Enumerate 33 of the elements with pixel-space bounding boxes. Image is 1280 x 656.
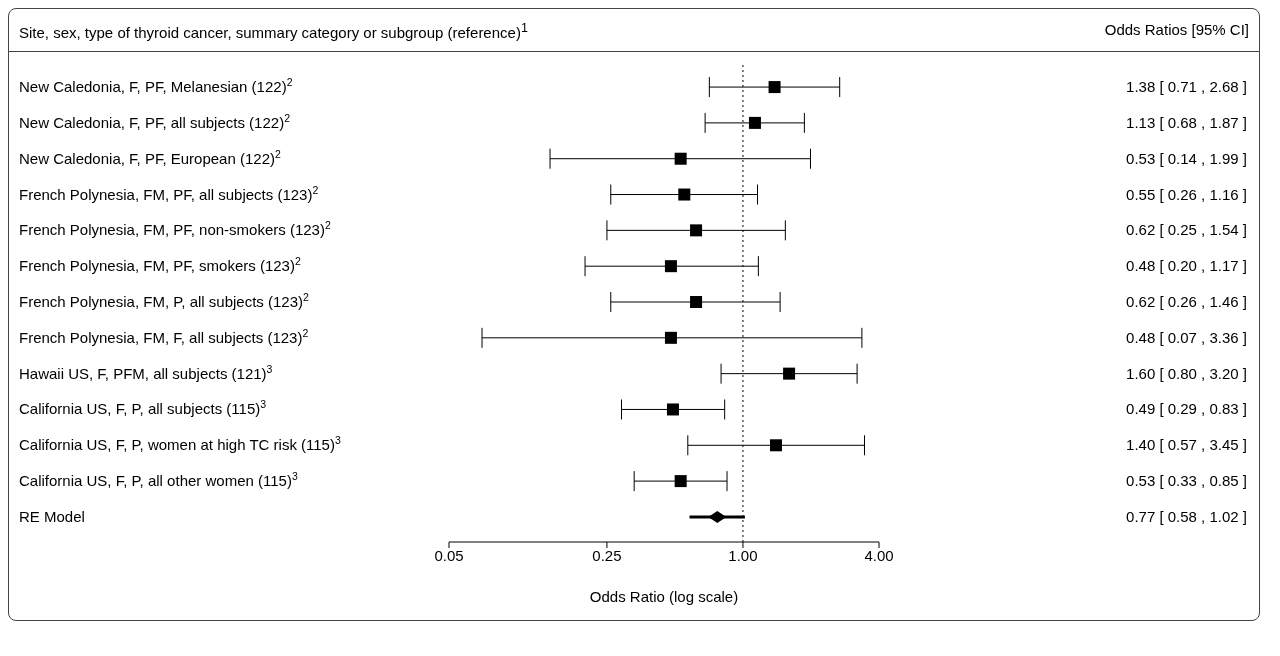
x-axis-title: Odds Ratio (log scale)	[589, 588, 739, 605]
text: Site, sex, type of thyroid cancer, summary category or subgroup (reference)$^{1}$	[19, 21, 528, 41]
text: Odds Ratios [95% CI]	[1104, 21, 1249, 40]
y-tick-label: Hawaii US, F, PFM, all subjects (121)$^{3}$	[19, 362, 273, 382]
y-tick-label: French Polynesia, FM, PF, non-smokers (123)$^{2}$	[19, 219, 331, 239]
text: 1.60 [ 0.80 , 3.20 ]	[1126, 364, 1247, 382]
y-tick-label: New Caledonia, F, PF, all subjects (122)$^{2}$	[19, 111, 291, 131]
text: 0.48 [ 0.07 , 3.36 ]	[1126, 328, 1247, 346]
x-tick-label: 0.05	[434, 546, 464, 564]
text: 0.53 [ 0.33 , 0.85 ]	[1126, 472, 1247, 490]
text: 0.77 [ 0.58 , 1.02 ]	[1126, 507, 1247, 525]
x-tick-label: 0.25	[592, 546, 622, 564]
y-tick-label: French Polynesia, FM, PF, all subjects (123)$^{2}$	[19, 183, 319, 203]
y-tick-label: New Caledonia, F, PF, European (122)$^{2}$	[19, 147, 281, 167]
text: 0.48 [ 0.20 , 1.17 ]	[1126, 257, 1247, 275]
x-tick-label: 4.00	[864, 546, 894, 564]
text: 1.13 [ 0.68 , 1.87 ]	[1126, 113, 1247, 131]
text: 0.53 [ 0.14 , 1.99 ]	[1126, 149, 1247, 167]
x-tick-label: 1.00	[728, 546, 758, 564]
y-tick-label: California US, F, P, women at high TC risk (115)$^{3}$	[19, 434, 341, 454]
text: 0.55 [ 0.26 , 1.16 ]	[1126, 185, 1247, 203]
text: 0.62 [ 0.25 , 1.54 ]	[1126, 221, 1247, 239]
text: 0.49 [ 0.29 , 0.83 ]	[1126, 400, 1247, 418]
y-tick-label: California US, F, P, all other women (115)$^{3}$	[19, 470, 298, 490]
y-tick-label: RE Model	[19, 507, 85, 525]
y-tick-label: French Polynesia, FM, P, all subjects (123)$^{2}$	[19, 291, 310, 310]
text: 0.62 [ 0.26 , 1.46 ]	[1126, 293, 1247, 310]
y-tick-label: French Polynesia, FM, F, all subjects (123)$^{2}$	[19, 326, 309, 346]
y-tick-label: French Polynesia, FM, PF, smokers (123)$^{2}$	[19, 255, 301, 275]
y-tick-label: New Caledonia, F, PF, Melanesian (122)$^{2}$	[19, 76, 293, 96]
text: 1.38 [ 0.71 , 2.68 ]	[1126, 78, 1247, 96]
text: 1.40 [ 0.57 , 3.45 ]	[1126, 436, 1247, 454]
y-tick-label: California US, F, P, all subjects (115)$^{3}$	[19, 398, 267, 418]
